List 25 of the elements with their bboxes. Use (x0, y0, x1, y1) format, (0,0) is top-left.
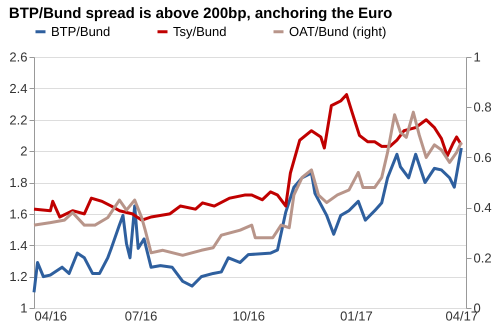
legend-label: BTP/Bund (51, 24, 110, 39)
y-tick-label: 2 (20, 144, 28, 159)
y2-tick-label: 0.4 (474, 200, 492, 216)
y-tick-label: 2.2 (9, 112, 28, 128)
x-tick-label: 01/17 (340, 308, 373, 324)
y2-tick-label: 0.8 (474, 100, 492, 115)
y2-tick-label: 1 (474, 50, 481, 64)
y-tick-label: 1.6 (9, 206, 28, 222)
legend-label: OAT/Bund (right) (289, 24, 386, 39)
line-series (32, 110, 463, 257)
y-tick-label: 1 (20, 300, 28, 316)
y2-tick-label: 0.2 (474, 250, 492, 266)
y2-tick-label: 0.6 (474, 150, 492, 165)
legend-label: Tsy/Bund (173, 24, 226, 39)
y-tick-label: 1.4 (9, 238, 28, 253)
y-tick-label: 1.2 (9, 269, 28, 284)
x-tick-label: 04/16 (34, 308, 68, 324)
y-tick-label: 1.8 (9, 175, 28, 190)
chart-title: BTP/Bund spread is above 200bp, anchoring the Euro (8, 5, 392, 22)
y-tick-label: 2.4 (9, 80, 28, 96)
x-tick-label: 10/16 (232, 308, 266, 324)
y-tick-label: 2.6 (9, 50, 28, 64)
line-series (32, 146, 463, 294)
x-tick-label: 07/16 (124, 308, 158, 324)
line-series (32, 93, 463, 222)
